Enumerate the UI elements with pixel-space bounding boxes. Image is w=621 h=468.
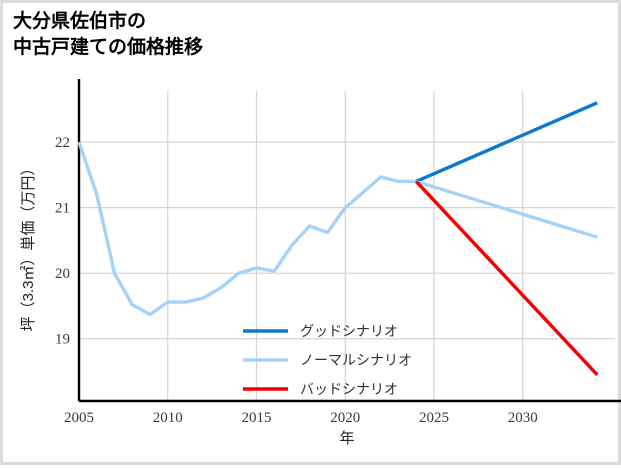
price-trend-line-chart: 19 20 21 22 2005 2010 2015 2020 2025 2030 年 坪（3.… bbox=[20, 79, 621, 447]
x-tick-label: 2010 bbox=[153, 410, 183, 426]
x-axis-title: 年 bbox=[339, 430, 354, 447]
y-tick-label: 22 bbox=[55, 135, 70, 151]
series-line-forecast-3 bbox=[414, 180, 599, 376]
x-tick-label: 2030 bbox=[508, 410, 538, 426]
chart-title: 大分県佐伯市の 中古戸建ての価格推移 bbox=[13, 9, 203, 61]
x-tick-label: 2005 bbox=[64, 410, 94, 426]
x-tick-labels: 2005 2010 2015 2020 2025 2030 bbox=[64, 410, 538, 426]
x-tick-label: 2020 bbox=[330, 410, 360, 426]
y-tick-label: 20 bbox=[55, 266, 70, 282]
x-gridlines bbox=[78, 91, 524, 401]
series-line-historical-0 bbox=[77, 141, 417, 317]
legend-label-2: バッドシナリオ bbox=[300, 381, 398, 397]
legend-label-1: ノーマルシナリオ bbox=[300, 352, 412, 368]
plot-container: 19 20 21 22 2005 2010 2015 2020 2025 2030 年 坪（3.… bbox=[3, 3, 621, 468]
data-series-layer bbox=[77, 101, 599, 376]
y-axis-title: 坪（3.3㎡）単価（万円） bbox=[20, 161, 37, 332]
series-line-forecast-1 bbox=[415, 101, 598, 183]
chart-title-line1: 大分県佐伯市の bbox=[13, 11, 147, 32]
x-tick-label: 2015 bbox=[241, 410, 271, 426]
legend-label-0: グッドシナリオ bbox=[300, 323, 398, 339]
y-tick-label: 21 bbox=[55, 201, 70, 217]
series-line-forecast-2 bbox=[415, 179, 598, 239]
y-tick-labels: 19 20 21 22 bbox=[55, 135, 70, 348]
chart-title-line2: 中古戸建ての価格推移 bbox=[13, 37, 204, 58]
y-tick-label: 19 bbox=[55, 332, 70, 348]
x-tick-label: 2025 bbox=[419, 410, 449, 426]
